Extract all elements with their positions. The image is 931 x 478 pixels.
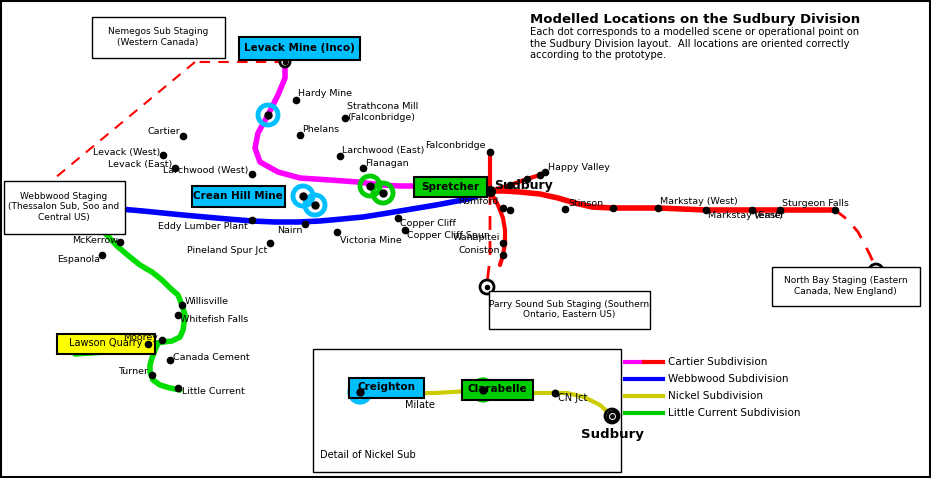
- Text: Flanagan: Flanagan: [365, 159, 409, 167]
- Text: Victoria Mine: Victoria Mine: [340, 236, 402, 245]
- FancyBboxPatch shape: [238, 36, 359, 59]
- Text: Espanola: Espanola: [57, 256, 100, 264]
- Text: Nemegos Sub Staging
(Western Canada): Nemegos Sub Staging (Western Canada): [108, 27, 209, 47]
- Circle shape: [280, 57, 290, 67]
- FancyBboxPatch shape: [57, 334, 155, 354]
- Text: Copper Cliff Spur: Copper Cliff Spur: [407, 230, 488, 239]
- Text: McKerrow: McKerrow: [72, 236, 118, 245]
- Text: Sudbury: Sudbury: [494, 178, 553, 192]
- Text: Levack Mine (Inco): Levack Mine (Inco): [244, 43, 355, 53]
- FancyBboxPatch shape: [413, 176, 487, 196]
- Text: Willisville: Willisville: [185, 297, 229, 306]
- Text: Canada Cement: Canada Cement: [173, 352, 250, 361]
- Text: Larchwood (West): Larchwood (West): [163, 165, 248, 174]
- Text: Eddy Lumber Plant: Eddy Lumber Plant: [158, 221, 248, 230]
- Text: Moorey: Moorey: [123, 334, 158, 343]
- FancyBboxPatch shape: [489, 291, 650, 328]
- Text: Detail of Nickel Sub: Detail of Nickel Sub: [320, 450, 416, 460]
- Circle shape: [605, 409, 619, 423]
- Text: Verner: Verner: [754, 210, 786, 219]
- Text: North Bay Staging (Eastern
Canada, New England): North Bay Staging (Eastern Canada, New E…: [784, 276, 908, 296]
- FancyBboxPatch shape: [313, 348, 620, 471]
- Text: CN Jct: CN Jct: [558, 393, 587, 403]
- Text: Sudbury: Sudbury: [581, 428, 643, 441]
- Text: Milate: Milate: [405, 400, 435, 410]
- Text: Pineland Spur Jct: Pineland Spur Jct: [187, 246, 267, 254]
- Text: Webbwood Subdivision: Webbwood Subdivision: [668, 374, 789, 384]
- Text: Phelans: Phelans: [302, 124, 339, 133]
- Text: Hardy Mine: Hardy Mine: [298, 88, 352, 98]
- Circle shape: [480, 280, 494, 294]
- Text: Clarabelle: Clarabelle: [467, 384, 527, 394]
- Text: Lawson Quarry: Lawson Quarry: [69, 338, 142, 348]
- Text: Strathcona Mill
(Falconbridge): Strathcona Mill (Falconbridge): [347, 102, 418, 122]
- Text: Stinson: Stinson: [568, 198, 603, 207]
- Text: Larchwood (East): Larchwood (East): [342, 145, 425, 154]
- Text: Each dot corresponds to a modelled scene or operational point on
the Sudbury Div: Each dot corresponds to a modelled scene…: [530, 27, 859, 60]
- FancyBboxPatch shape: [462, 380, 533, 400]
- Text: Turner: Turner: [118, 368, 148, 377]
- Text: Spretcher: Spretcher: [421, 182, 479, 192]
- Text: Wanapitei: Wanapitei: [452, 232, 500, 241]
- FancyBboxPatch shape: [348, 378, 424, 398]
- Text: Crean Hill Mine: Crean Hill Mine: [193, 191, 283, 201]
- Circle shape: [63, 200, 77, 214]
- Text: Coniston: Coniston: [458, 246, 500, 254]
- Circle shape: [869, 264, 883, 278]
- Text: Whitefish Falls: Whitefish Falls: [180, 315, 249, 324]
- Text: Markstay (West): Markstay (West): [660, 196, 737, 206]
- Text: Parry Sound Sub Staging (Southern
Ontario, Eastern US): Parry Sound Sub Staging (Southern Ontari…: [489, 300, 649, 319]
- Text: Creighton: Creighton: [357, 382, 415, 392]
- Text: Little Current Subdivision: Little Current Subdivision: [668, 408, 801, 418]
- Text: Happy Valley: Happy Valley: [548, 163, 610, 173]
- Text: Copper Cliff: Copper Cliff: [400, 218, 456, 228]
- Text: Modelled Locations on the Sudbury Division: Modelled Locations on the Sudbury Divisi…: [530, 13, 860, 26]
- Text: Sturgeon Falls: Sturgeon Falls: [782, 199, 849, 208]
- Text: Cartier Subdivision: Cartier Subdivision: [668, 357, 767, 367]
- Text: Romford: Romford: [458, 197, 498, 206]
- FancyBboxPatch shape: [91, 17, 224, 57]
- Text: Nairn: Nairn: [277, 226, 302, 235]
- Text: Webbwood Staging
(Thessalon Sub, Soo and
Central US): Webbwood Staging (Thessalon Sub, Soo and…: [8, 192, 119, 222]
- Text: Nickel Subdivision: Nickel Subdivision: [668, 391, 763, 401]
- FancyBboxPatch shape: [192, 185, 285, 206]
- Text: Falconbridge: Falconbridge: [425, 141, 486, 150]
- Text: Levack (East): Levack (East): [108, 161, 172, 170]
- Text: Markstay (East): Markstay (East): [708, 210, 783, 219]
- Text: Little Current: Little Current: [182, 388, 245, 396]
- FancyBboxPatch shape: [4, 181, 125, 233]
- Text: Levack (West): Levack (West): [93, 148, 160, 156]
- Text: Cartier: Cartier: [147, 128, 180, 137]
- FancyBboxPatch shape: [772, 267, 920, 305]
